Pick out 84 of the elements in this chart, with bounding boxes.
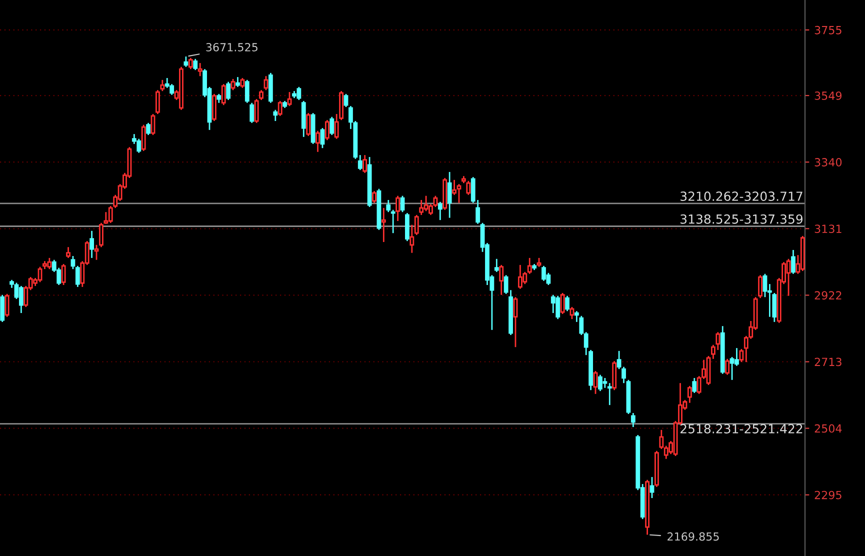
candlestick (565, 295, 570, 312)
candlestick (250, 102, 254, 124)
candlestick (438, 201, 442, 221)
candlestick (372, 190, 376, 204)
candlestick (725, 358, 730, 376)
ref-line-label: 3210.262-3203.717 (680, 192, 802, 201)
candlestick (344, 93, 348, 108)
candlestick (278, 100, 282, 117)
candlestick (650, 476, 654, 499)
candlestick (390, 209, 396, 234)
y-tick-label: 2295 (814, 490, 842, 500)
ref-line-label: 3138.525-3137.359 (680, 214, 803, 224)
candlestick (405, 212, 410, 242)
candlestick (386, 199, 391, 213)
candlestick (358, 154, 362, 171)
candlestick (456, 183, 462, 204)
annotation: 3671.525 (206, 43, 258, 52)
candlestick (316, 130, 320, 153)
candlestick (287, 91, 292, 107)
candlestick (630, 412, 636, 428)
candlestick (4, 293, 10, 318)
candlestick (494, 258, 499, 273)
candlestick (447, 171, 452, 219)
candlestick (94, 244, 99, 261)
y-tick-label: 3755 (814, 26, 842, 34)
candlestick (264, 75, 268, 91)
candlestick (230, 78, 236, 91)
candlestick (381, 207, 386, 243)
candlestick (146, 122, 150, 136)
candlestick (739, 348, 744, 363)
candlestick (188, 57, 193, 70)
candlestick (758, 274, 762, 299)
candlestick (320, 127, 325, 149)
candlestick (221, 83, 226, 106)
candlestick (513, 296, 518, 348)
candlestick (330, 116, 334, 136)
candlestick (254, 98, 259, 124)
candlestick (396, 195, 400, 222)
candlestick (410, 224, 414, 254)
candlestick (75, 265, 80, 288)
candlestick (66, 246, 70, 259)
candlestick (184, 56, 188, 68)
candlestick (198, 62, 202, 77)
candlestick (400, 195, 405, 213)
candlestick (273, 109, 278, 122)
y-tick-label: 3131 (814, 224, 842, 234)
candlestick (160, 79, 165, 92)
candlestick (70, 255, 76, 270)
candlestick (240, 77, 245, 89)
y-tick-label: 2922 (814, 291, 842, 300)
candlestick (560, 292, 565, 315)
candlestick (259, 89, 264, 101)
candlestick (791, 249, 796, 275)
candlestick (212, 93, 216, 122)
candlestick (687, 385, 692, 404)
candlestick (570, 306, 574, 320)
candlestick (0, 294, 5, 323)
candlestick (324, 119, 330, 141)
candlestick (362, 154, 368, 174)
y-tick-label: 3549 (814, 92, 842, 100)
y-tick-label: 3340 (814, 158, 842, 166)
candlestick (226, 81, 231, 101)
candlestick (236, 76, 240, 88)
candlestick (593, 370, 598, 395)
candlestick (156, 89, 160, 115)
candlestick (527, 257, 532, 275)
candlestick (193, 58, 198, 71)
candlestick (18, 285, 24, 314)
candlestick (692, 377, 697, 394)
candlestick (419, 199, 424, 216)
candlestick (61, 263, 66, 286)
candlestick (414, 214, 419, 236)
y-tick-label: 2713 (814, 358, 842, 366)
ref-line-label: 2518.231-2521.422 (680, 424, 802, 434)
candlestick (244, 79, 250, 104)
y-tick-label: 2504 (814, 424, 842, 433)
candlestick (499, 264, 504, 296)
candlestick (90, 230, 94, 259)
annotation: 2169.855 (668, 532, 719, 541)
candlestick (452, 179, 456, 196)
candlestick (141, 124, 146, 152)
candlestick (607, 382, 612, 406)
candlestick (150, 113, 156, 136)
candlestick (306, 112, 311, 137)
